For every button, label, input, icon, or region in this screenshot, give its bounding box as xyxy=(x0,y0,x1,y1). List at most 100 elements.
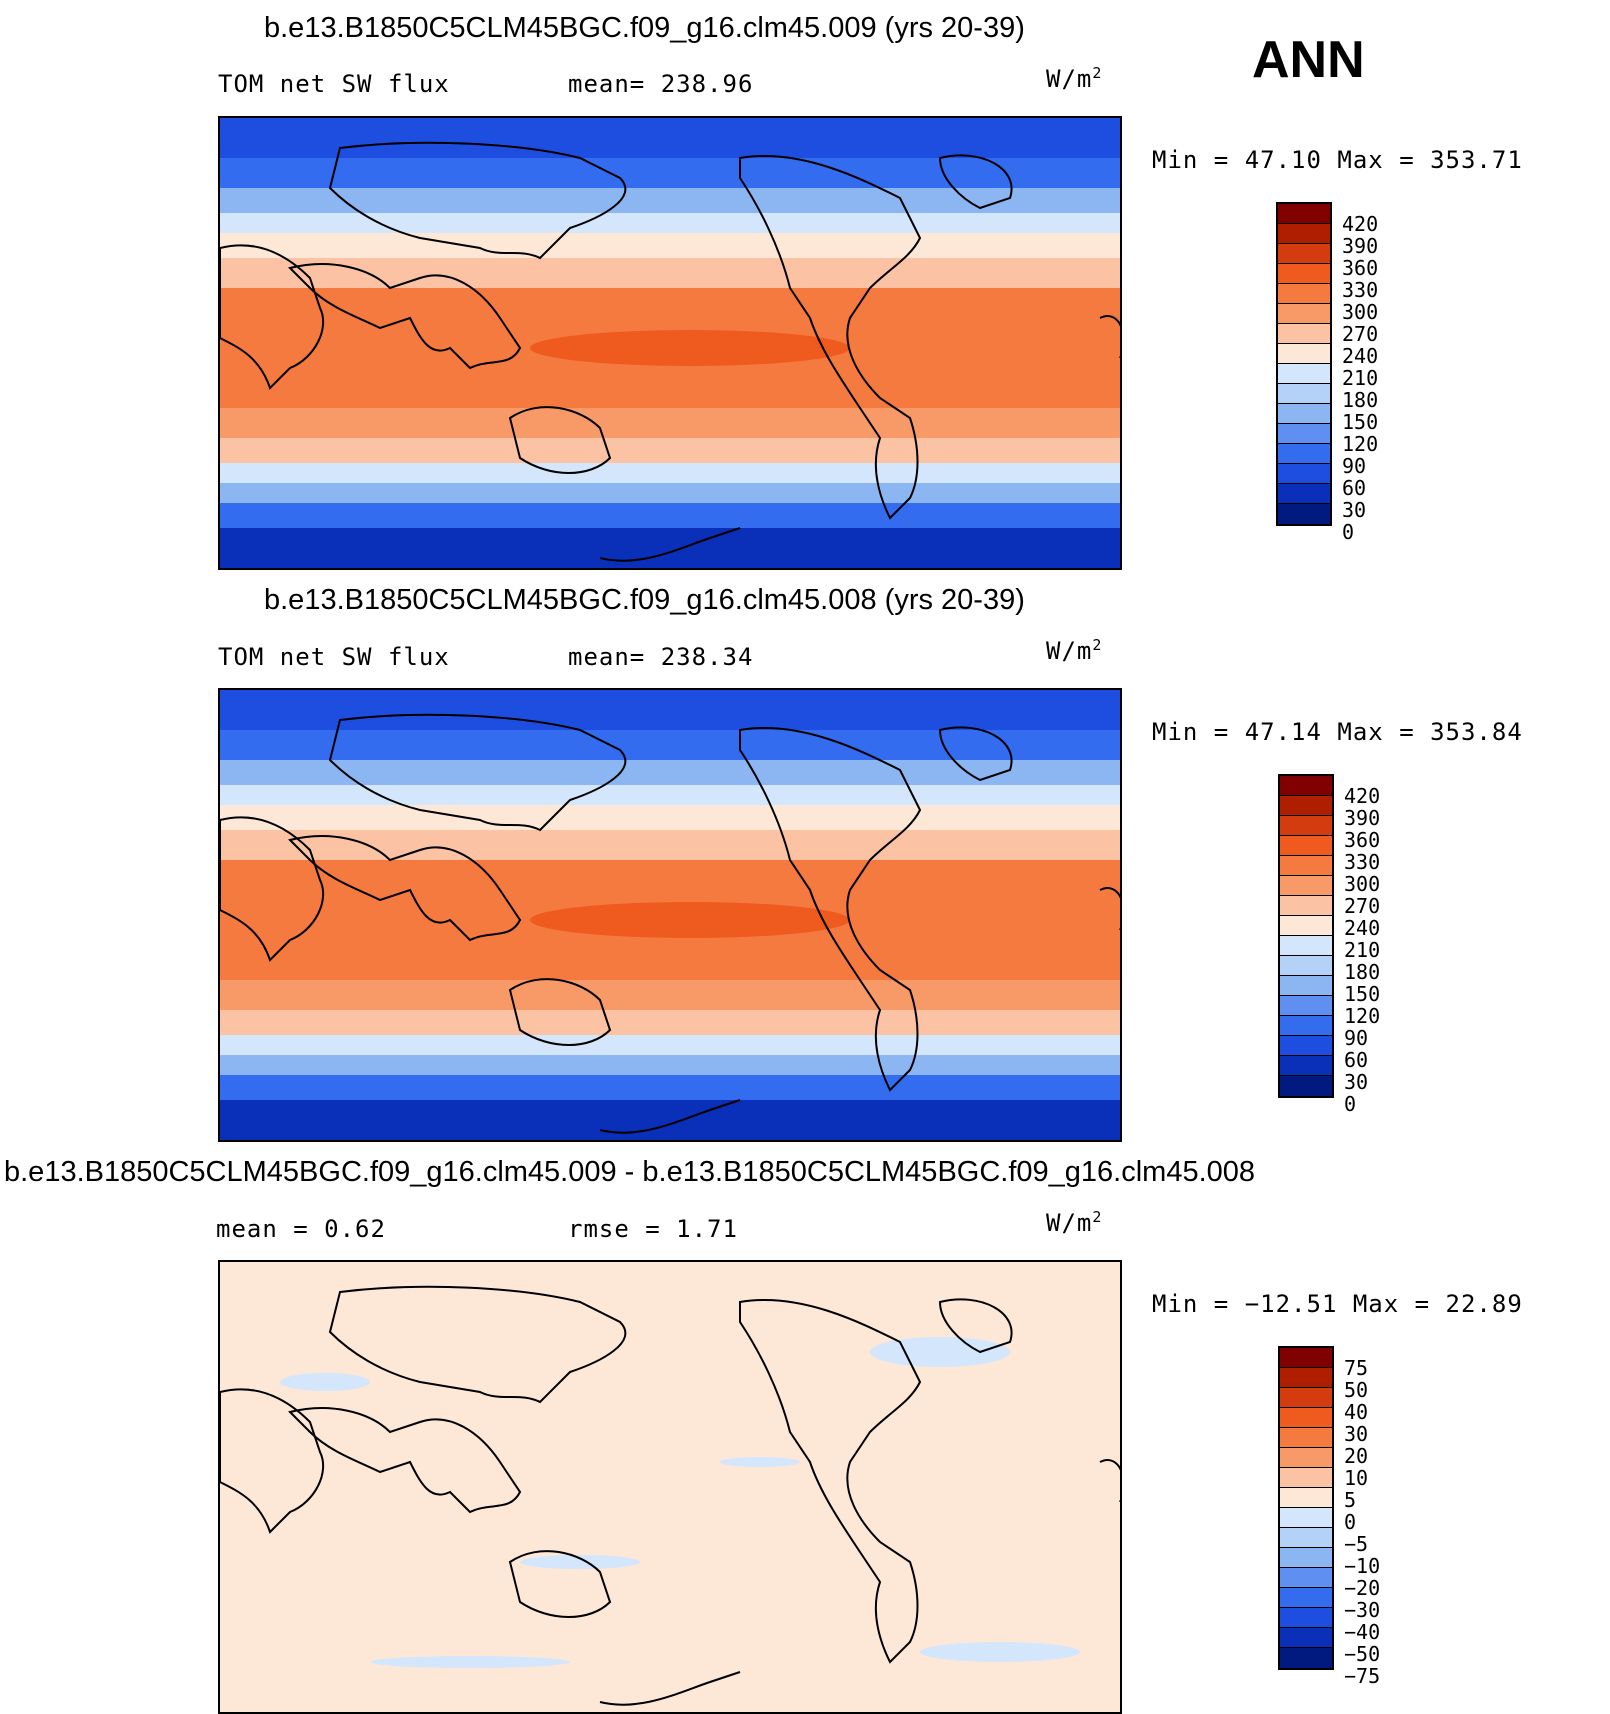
map-band xyxy=(220,503,1120,528)
colorbar-swatch xyxy=(1280,936,1332,956)
map-band xyxy=(220,463,1120,483)
coastline xyxy=(739,1299,922,1664)
colorbar-tick-label: −5 xyxy=(1344,1532,1369,1556)
mean-label: mean = 0.62 xyxy=(216,1215,386,1243)
coastline xyxy=(739,155,922,520)
colorbar-tick-label: 420 xyxy=(1342,212,1379,236)
colorbar-swatch xyxy=(1278,224,1330,244)
colorbar-tick-label: 75 xyxy=(1344,1356,1369,1380)
coastline xyxy=(508,406,612,474)
coastline xyxy=(1099,315,1120,358)
colorbar-tick-label: 0 xyxy=(1342,520,1355,544)
colorbar-tick-label: 0 xyxy=(1344,1510,1357,1534)
coastline xyxy=(599,527,741,562)
colorbar-tick-label: −40 xyxy=(1344,1620,1381,1644)
map-band xyxy=(220,1075,1120,1100)
map-band xyxy=(220,1035,1120,1055)
colorbar-swatch xyxy=(1280,916,1332,936)
colorbar-swatch xyxy=(1280,1548,1332,1568)
coastline xyxy=(1099,887,1120,930)
colorbar-swatch xyxy=(1280,1488,1332,1508)
map-feature xyxy=(280,1373,370,1391)
colorbar-swatch xyxy=(1280,1056,1332,1076)
colorbar-swatch xyxy=(1280,836,1332,856)
map-svg xyxy=(220,1262,1120,1712)
colorbar-swatch xyxy=(1278,304,1330,324)
colorbar-tick-label: 390 xyxy=(1344,806,1381,830)
coastline xyxy=(220,816,325,962)
colorbar-tick-label: 420 xyxy=(1344,784,1381,808)
variable-label: TOM net SW flux xyxy=(218,70,450,98)
colorbar-swatch xyxy=(1280,776,1332,796)
colorbar-tick-label: 40 xyxy=(1344,1400,1369,1424)
min-max-label: Min = −12.51 Max = 22.89 xyxy=(1152,1290,1523,1318)
colorbar-tick-label: 150 xyxy=(1344,982,1381,1006)
colorbar-swatch xyxy=(1280,1016,1332,1036)
colorbar-tick-label: 30 xyxy=(1344,1422,1369,1446)
units-label: W/m2 xyxy=(1046,64,1103,93)
colorbar-swatch xyxy=(1280,1628,1332,1648)
colorbar-tick-label: 50 xyxy=(1344,1378,1369,1402)
map-band xyxy=(220,528,1120,568)
colorbar-tick-label: 10 xyxy=(1344,1466,1369,1490)
colorbar-swatch xyxy=(1278,244,1330,264)
colorbar-tick-label: 180 xyxy=(1342,388,1379,412)
panel-title: b.e13.B1850C5CLM45BGC.f09_g16.clm45.009 … xyxy=(264,12,1025,44)
min-max-label: Min = 47.10 Max = 353.71 xyxy=(1152,146,1523,174)
map-band xyxy=(220,730,1120,760)
coastline xyxy=(938,726,1013,782)
units-label: W/m2 xyxy=(1046,1208,1103,1237)
colorbar-tick-label: 30 xyxy=(1344,1070,1369,1094)
map-band xyxy=(220,233,1120,258)
colorbar-tick-label: 300 xyxy=(1342,300,1379,324)
colorbar-tick-label: 210 xyxy=(1342,366,1379,390)
colorbar-swatch xyxy=(1280,1368,1332,1388)
panel-title: b.e13.B1850C5CLM45BGC.f09_g16.clm45.009 … xyxy=(4,1156,1256,1188)
colorbar-swatch xyxy=(1280,896,1332,916)
map-band xyxy=(220,483,1120,503)
colorbar-swatch xyxy=(1280,1348,1332,1368)
map-svg xyxy=(220,690,1120,1140)
colorbar-tick-label: 360 xyxy=(1342,256,1379,280)
map-band xyxy=(220,690,1120,730)
colorbar-tick-label: 150 xyxy=(1342,410,1379,434)
map-feature xyxy=(870,1337,1010,1367)
colorbar-swatch xyxy=(1278,344,1330,364)
coastline xyxy=(508,1550,612,1618)
map-band xyxy=(220,1055,1120,1075)
colorbar-swatch xyxy=(1278,504,1330,524)
map-panel-2 xyxy=(218,688,1122,1142)
colorbar-tick-label: −20 xyxy=(1344,1576,1381,1600)
coastline xyxy=(328,713,627,832)
colorbar-tick-label: 270 xyxy=(1342,322,1379,346)
colorbar-swatch xyxy=(1280,996,1332,1016)
colorbar-swatch xyxy=(1280,856,1332,876)
map-svg xyxy=(220,118,1120,568)
map-band xyxy=(220,830,1120,860)
colorbar-swatch xyxy=(1278,404,1330,424)
colorbar-swatch xyxy=(1280,1388,1332,1408)
colorbar-tick-label: 330 xyxy=(1344,850,1381,874)
map-feature xyxy=(530,902,850,938)
map-band xyxy=(220,258,1120,288)
colorbar-swatch xyxy=(1280,816,1332,836)
coastline xyxy=(328,1285,627,1404)
map-band xyxy=(220,1262,1120,1712)
colorbar-swatch xyxy=(1278,444,1330,464)
coastline xyxy=(599,1099,741,1134)
coastline xyxy=(599,1671,741,1706)
map-band xyxy=(220,760,1120,785)
colorbar-tick-label: 240 xyxy=(1342,344,1379,368)
colorbar-swatch xyxy=(1280,1568,1332,1588)
coastline xyxy=(220,1388,325,1534)
map-band xyxy=(220,438,1120,463)
map-feature xyxy=(520,1555,640,1569)
map-feature xyxy=(530,330,850,366)
colorbar-1 xyxy=(1276,202,1332,526)
colorbar-swatch xyxy=(1280,1408,1332,1428)
colorbar-tick-label: 390 xyxy=(1342,234,1379,258)
colorbar-tick-label: 5 xyxy=(1344,1488,1357,1512)
map-feature xyxy=(920,1642,1080,1662)
map-band xyxy=(220,1010,1120,1035)
colorbar-swatch xyxy=(1278,324,1330,344)
